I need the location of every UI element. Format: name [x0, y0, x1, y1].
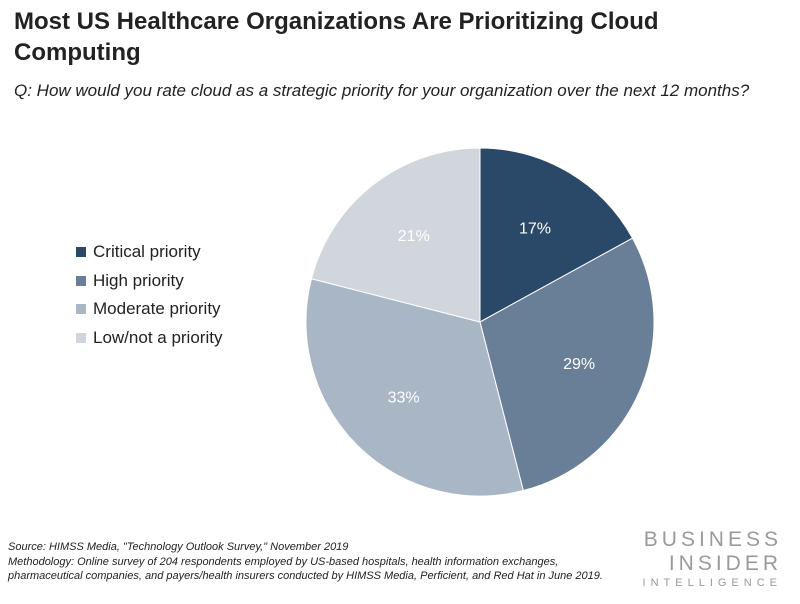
legend-swatch-high: [76, 275, 86, 286]
brand-line-1: BUSINESS: [643, 528, 782, 551]
legend-swatch-critical: [76, 247, 86, 258]
slice-label-critical: 17%: [519, 220, 551, 237]
methodology-note: Methodology: Online survey of 204 respon…: [8, 555, 603, 583]
pie-slice-low: [310, 147, 481, 323]
legend-item-high: High priority: [76, 267, 222, 296]
slice-label-moderate: 33%: [388, 390, 420, 407]
legend-label-high: High priority: [93, 270, 184, 290]
legend-item-low: Low/not a priority: [76, 324, 222, 353]
legend-label-moderate: Moderate priority: [93, 299, 221, 319]
pie-slice-moderate: [305, 278, 524, 497]
legend-label-low: Low/not a priority: [93, 327, 223, 347]
pie-slice-high: [479, 237, 655, 492]
brand-logo: BUSINESS INSIDER INTELLIGENCE: [643, 528, 782, 590]
source-note: Source: HIMSS Media, "Technology Outlook…: [8, 541, 349, 553]
legend-item-critical: Critical priority: [76, 238, 222, 267]
footer: Source: HIMSS Media, "Technology Outlook…: [8, 540, 608, 584]
legend-swatch-moderate: [76, 304, 86, 315]
legend-item-moderate: Moderate priority: [76, 295, 222, 324]
brand-line-2: INSIDER: [668, 552, 782, 575]
slice-label-high: 29%: [563, 356, 595, 373]
chart-subtitle: Q: How would you rate cloud as a strateg…: [14, 81, 750, 100]
brand-line-3: INTELLIGENCE: [642, 577, 782, 589]
slice-label-low: 21%: [398, 228, 430, 245]
legend-swatch-low: [76, 332, 86, 343]
legend-label-critical: Critical priority: [93, 242, 201, 262]
legend: Critical priority High priority Moderate…: [76, 238, 222, 352]
chart-title: Most US Healthcare Organizations Are Pri…: [14, 8, 659, 66]
pie-slice-critical: [479, 147, 634, 323]
